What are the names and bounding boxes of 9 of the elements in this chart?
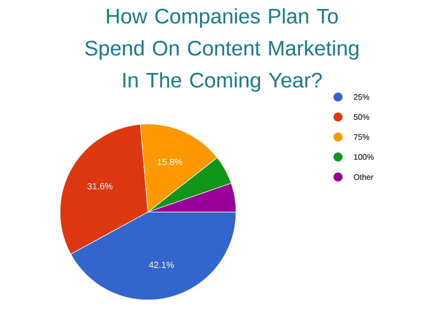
legend-label: 25% <box>354 94 370 100</box>
chart-title: How Companies Plan To Spend On Content Marketing In The Coming Year? <box>85 8 358 92</box>
data-label: 15.8% <box>158 158 182 166</box>
legend-label: 75% <box>354 134 370 140</box>
legend-label: 50% <box>354 114 370 120</box>
data-label: 42.1% <box>148 262 174 268</box>
legend-label: 100% <box>354 154 374 160</box>
legend-label: Other <box>354 174 374 180</box>
data-label: 31.6% <box>88 182 112 190</box>
